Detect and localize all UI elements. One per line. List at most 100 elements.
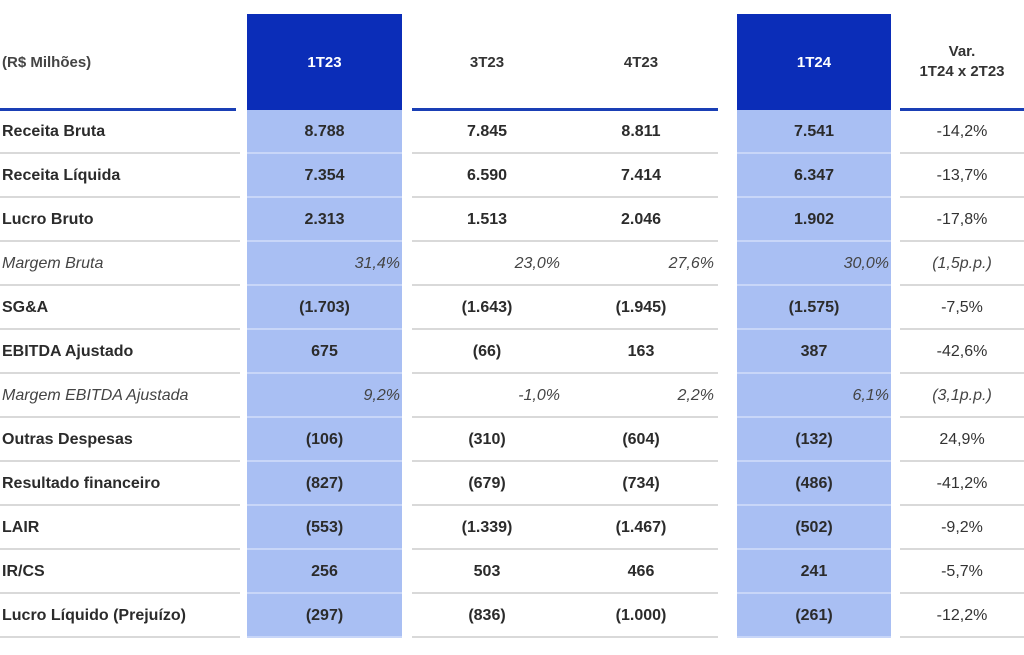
variation-cell: -42,6% [936, 343, 988, 360]
row-label: Lucro Bruto [2, 211, 94, 228]
variation-cell: -9,2% [941, 519, 983, 536]
table-row: EBITDA Ajustado 675 (66) 163 387 -42,6% [0, 330, 1024, 374]
unit-label: (R$ Milhões) [2, 53, 92, 71]
value-cell-4: (261) [795, 607, 833, 624]
value-cell-3: 7.414 [620, 167, 662, 184]
row-label: Receita Bruta [2, 123, 106, 140]
row-separator [412, 592, 718, 594]
table-row: Resultado financeiro (827) (679) (734) (486)… [0, 462, 1024, 506]
value-cell-3: (1.000) [615, 607, 667, 624]
value-cell-2: (66) [472, 343, 502, 360]
header-rule-label [0, 108, 236, 111]
row-separator [737, 504, 891, 506]
row-separator [737, 240, 891, 242]
value-cell-3: (1.467) [615, 519, 667, 536]
row-label: IR/CS [2, 563, 45, 580]
row-separator [900, 636, 1024, 638]
value-cell-1: 7.354 [304, 167, 345, 184]
row-separator [0, 284, 240, 286]
row-separator [412, 636, 718, 638]
value-cell-4: 6.347 [793, 167, 835, 184]
row-separator [900, 416, 1024, 418]
value-cell-4: 1.902 [793, 211, 835, 228]
table-row: Receita Líquida 7.354 6.590 7.414 6.347 -13,7… [0, 154, 1024, 198]
value-cell-2: -1,0% [518, 387, 560, 404]
row-separator [737, 592, 891, 594]
value-cell-3: 2,2% [677, 387, 714, 404]
value-cell-3: (604) [622, 431, 660, 448]
value-cell-4: (132) [795, 431, 833, 448]
row-separator [900, 152, 1024, 154]
value-cell-2: (1.643) [461, 299, 513, 316]
value-cell-3: 8.811 [621, 123, 661, 140]
column-header-1t24: 1T24 [796, 53, 832, 71]
row-separator [0, 636, 240, 638]
variation-cell: -12,2% [936, 607, 988, 624]
variation-cell: 24,9% [939, 431, 985, 448]
value-cell-1: (1.703) [299, 299, 350, 316]
row-separator [737, 196, 891, 198]
row-separator [737, 548, 891, 550]
column-header-4t23: 4T23 [623, 53, 659, 71]
row-separator [737, 152, 891, 154]
row-separator [737, 328, 891, 330]
header-bg-1t23 [247, 14, 402, 110]
column-highlight-1t23 [247, 110, 402, 638]
value-cell-4: 387 [800, 343, 828, 360]
table-row: Outras Despesas (106) (310) (604) (132) 24,9% [0, 418, 1024, 462]
row-separator [247, 284, 402, 286]
row-label: LAIR [2, 519, 40, 536]
value-cell-1: (827) [305, 475, 344, 492]
row-separator [247, 416, 402, 418]
value-cell-2: (1.339) [461, 519, 513, 536]
row-separator [0, 548, 240, 550]
row-separator [247, 548, 402, 550]
row-separator [900, 240, 1024, 242]
value-cell-4: 6,1% [852, 387, 889, 404]
header-rule-var [900, 108, 1024, 111]
var-header-line1: Var. [948, 43, 976, 60]
row-separator [247, 328, 402, 330]
variation-cell: -13,7% [936, 167, 988, 184]
row-separator [412, 284, 718, 286]
value-cell-3: 163 [627, 343, 655, 360]
row-separator [412, 328, 718, 330]
value-cell-2: (836) [468, 607, 506, 624]
variation-cell: -14,2% [936, 123, 988, 140]
row-label: Margem EBITDA Ajustada [2, 387, 189, 404]
row-separator [737, 416, 891, 418]
var-header-line2: 1T24 x 2T23 [919, 63, 1005, 80]
value-cell-1: (106) [305, 431, 344, 448]
row-separator [900, 372, 1024, 374]
row-label: Margem Bruta [2, 255, 104, 272]
header-bg-1t24 [737, 14, 891, 110]
row-separator [247, 460, 402, 462]
row-separator [900, 284, 1024, 286]
variation-cell: -41,2% [936, 475, 988, 492]
row-separator [0, 152, 240, 154]
row-separator [900, 504, 1024, 506]
row-separator [0, 372, 240, 374]
value-cell-1: 2.313 [304, 211, 345, 228]
value-cell-4: (502) [795, 519, 833, 536]
variation-cell: (1,5p.p.) [932, 255, 992, 272]
table-row: LAIR (553) (1.339) (1.467) (502) -9,2% [0, 506, 1024, 550]
value-cell-3: 27,6% [668, 255, 714, 272]
table-row: Lucro Líquido (Prejuízo) (297) (836) (1.000… [0, 594, 1024, 638]
value-cell-4: 7.541 [793, 123, 835, 140]
value-cell-1: 675 [311, 343, 338, 360]
value-cell-2: 23,0% [514, 255, 560, 272]
value-cell-1: 8.788 [304, 123, 345, 140]
row-label: Outras Despesas [2, 431, 133, 448]
row-separator [0, 416, 240, 418]
table-row: Lucro Bruto 2.313 1.513 2.046 1.902 -17,8% [0, 198, 1024, 242]
variation-cell: -17,8% [936, 211, 988, 228]
column-header-3t23: 3T23 [469, 53, 505, 71]
row-separator [900, 328, 1024, 330]
row-separator [0, 196, 240, 198]
row-separator [412, 460, 718, 462]
value-cell-3: 466 [627, 563, 655, 580]
column-header-1t23: 1T23 [307, 53, 342, 71]
table-row: Receita Bruta 8.788 7.845 8.811 7.541 -14,2% [0, 110, 1024, 154]
value-cell-4: (1.575) [788, 299, 840, 316]
